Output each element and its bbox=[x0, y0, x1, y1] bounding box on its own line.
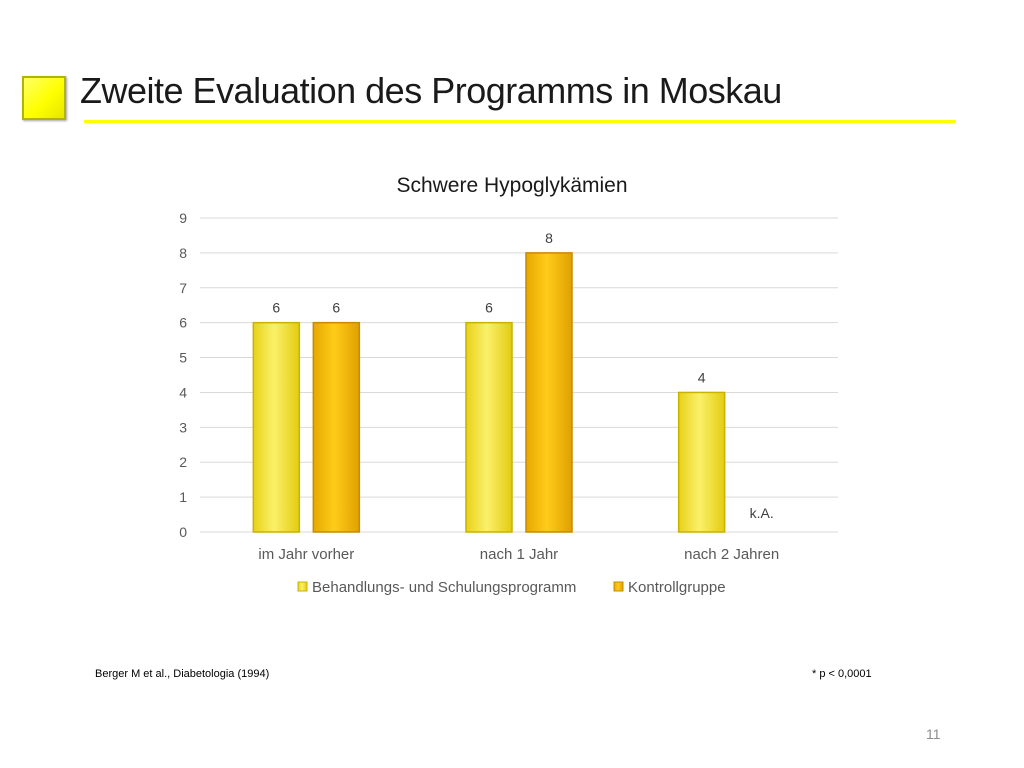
page-number: 11 bbox=[926, 726, 941, 742]
bar bbox=[677, 391, 726, 533]
y-tick-label: 1 bbox=[179, 489, 187, 505]
chart-title: Schwere Hypoglykämien bbox=[396, 174, 627, 197]
data-label: 6 bbox=[485, 300, 493, 316]
legend-label: Kontrollgruppe bbox=[628, 579, 726, 596]
bar bbox=[312, 321, 361, 533]
title-bullet-square bbox=[22, 76, 66, 120]
y-tick-label: 9 bbox=[179, 210, 187, 226]
legend-swatch bbox=[613, 581, 624, 592]
legend-label: Behandlungs- und Schulungsprogramm bbox=[312, 579, 576, 596]
y-tick-label: 0 bbox=[179, 524, 187, 540]
y-tick-label: 2 bbox=[179, 454, 187, 470]
y-axis-ticks: 0 1 2 3 4 5 6 7 8 9 bbox=[179, 210, 187, 540]
y-tick-label: 7 bbox=[179, 280, 187, 296]
y-tick-label: 8 bbox=[179, 245, 187, 261]
gridlines bbox=[200, 217, 838, 533]
y-tick-label: 4 bbox=[179, 384, 187, 400]
data-label: 8 bbox=[545, 230, 553, 246]
category-labels: im Jahr vorher nach 1 Jahr nach 2 Jahren bbox=[258, 546, 779, 563]
legend: Behandlungs- und Schulungsprogramm Kontro… bbox=[297, 579, 726, 596]
bar bbox=[525, 252, 573, 533]
legend-swatch bbox=[297, 581, 308, 592]
missing-value-label: k.A. bbox=[750, 505, 774, 521]
data-labels: 6 6 6 8 4 k.A. bbox=[272, 230, 773, 521]
bar bbox=[252, 321, 301, 533]
y-tick-label: 6 bbox=[179, 315, 187, 331]
category-label: nach 1 Jahr bbox=[480, 546, 558, 563]
slide-title: Zweite Evaluation des Programms in Moska… bbox=[80, 70, 782, 111]
category-label: nach 2 Jahren bbox=[684, 546, 779, 563]
y-tick-label: 5 bbox=[179, 350, 187, 366]
bar bbox=[465, 321, 513, 533]
y-tick-label: 3 bbox=[179, 419, 187, 435]
data-label: 6 bbox=[332, 300, 340, 316]
data-label: 4 bbox=[698, 369, 706, 385]
category-label: im Jahr vorher bbox=[258, 546, 354, 563]
title-underline bbox=[84, 120, 956, 123]
data-label: 6 bbox=[272, 300, 280, 316]
significance-note: * p < 0,0001 bbox=[812, 668, 872, 680]
bars bbox=[252, 252, 726, 533]
citation: Berger M et al., Diabetologia (1994) bbox=[95, 668, 270, 680]
